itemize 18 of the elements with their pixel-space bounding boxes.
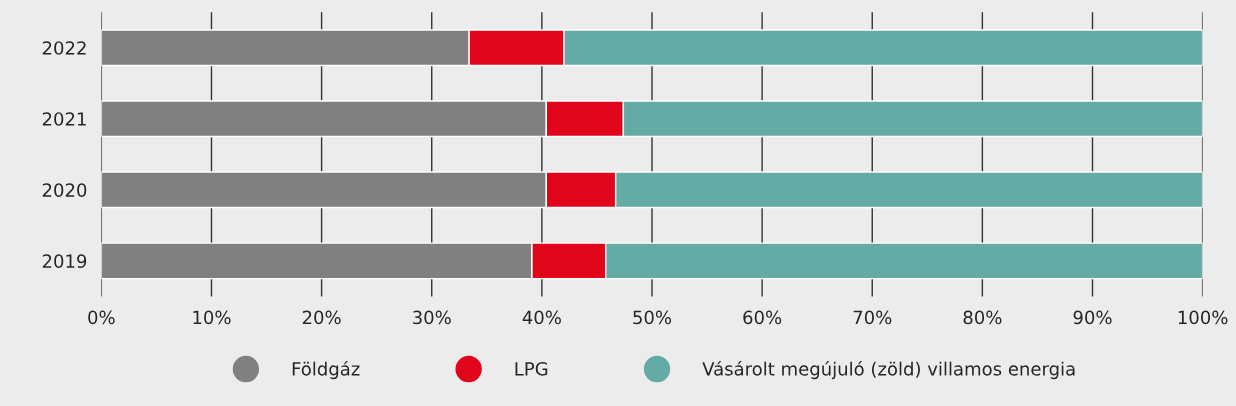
x-tick-label: 90% [1073, 310, 1112, 325]
x-tick-label: 80% [963, 310, 1002, 325]
x-tick-label: 10% [193, 310, 231, 325]
x-tick-label: 100% [1178, 310, 1228, 325]
legend-label: LPG [515, 361, 548, 376]
y-tick-label: 2021 [42, 112, 86, 126]
x-tick-label: 40% [522, 310, 561, 325]
x-tick-label: 60% [743, 310, 782, 325]
legend-label: Földgáz [292, 360, 360, 380]
y-tick-label: 2019 [42, 254, 87, 268]
legend-label: Vásárolt megújuló (zöld) villamos energia [702, 360, 1075, 380]
y-tick-label: 2022 [42, 41, 86, 55]
x-tick-label: 0% [88, 310, 115, 325]
x-tick-label: 20% [302, 310, 341, 325]
y-tick-label: 2020 [42, 183, 87, 197]
x-tick-label: 30% [413, 310, 451, 325]
x-tick-label: 70% [853, 310, 892, 325]
x-tick-label: 50% [633, 310, 672, 325]
